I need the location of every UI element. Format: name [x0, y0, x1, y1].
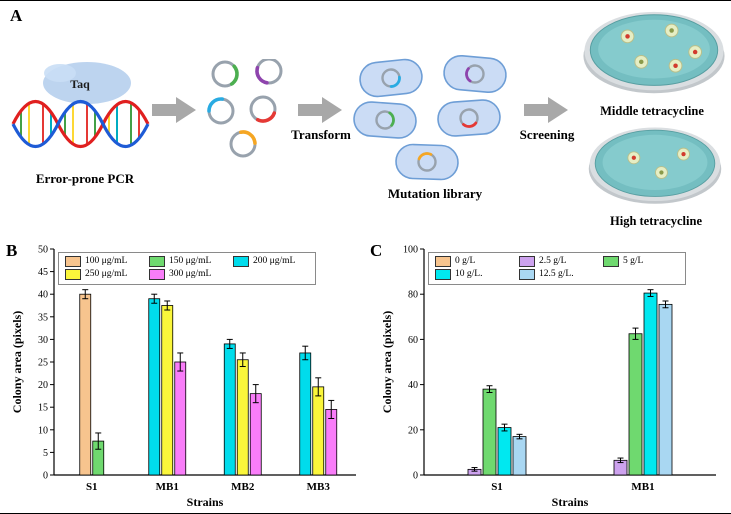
legend-swatch-icon: [435, 256, 451, 268]
panel-c-label: C: [370, 241, 383, 260]
legend-label: 5 g/L: [623, 256, 644, 266]
chart-legend: 0 g/L 2.5 g/L 5 g/L 10 g/L. 12.5 g/L.: [428, 252, 686, 285]
mutation-library-illustration: [353, 54, 507, 181]
arrow-right-icon: [152, 97, 196, 123]
panel-b-label: B: [6, 241, 18, 260]
plasmid-icon: [211, 60, 239, 88]
svg-text:100: 100: [403, 245, 418, 256]
legend-item: 2.5 g/L: [519, 256, 595, 268]
error-prone-pcr-label: Error-prone PCR: [35, 171, 135, 186]
arrow-right-icon: [298, 97, 342, 123]
svg-text:40: 40: [38, 290, 48, 301]
plasmid-icon: [229, 130, 257, 158]
svg-text:S1: S1: [86, 481, 98, 493]
cell-with-plasmid: [353, 101, 417, 139]
svg-text:30: 30: [38, 335, 48, 346]
svg-text:MB2: MB2: [231, 481, 255, 493]
legend-label: 250 μg/mL: [85, 268, 128, 279]
svg-text:5: 5: [43, 448, 48, 459]
petri-dish-middle-illustration: [583, 11, 725, 94]
plasmid-icon: [255, 59, 283, 85]
legend-swatch-icon: [233, 256, 249, 268]
transform-label: Transform: [291, 127, 351, 142]
middle-tetracycline-label: Middle tetracycline: [600, 104, 704, 118]
svg-text:50: 50: [38, 245, 48, 256]
taq-polymerase-blob-lobe: [44, 64, 76, 82]
legend-label: 0 g/L: [455, 256, 476, 266]
plasmid-icon: [249, 95, 277, 123]
panel-b-chart: 0 5 10 15 20 25 30 35 40 45 50 S1 MB1 MB2 MB3 Strains Co…: [10, 245, 364, 509]
svg-text:40: 40: [408, 380, 418, 391]
cell-with-plasmid: [359, 58, 423, 98]
legend-item: 100 μg/mL: [65, 256, 141, 268]
colonies: [620, 23, 703, 73]
legend-swatch-icon: [65, 256, 81, 268]
petri-dish-high-illustration: [588, 127, 722, 204]
chart-legend: 100 μg/mL 150 μg/mL 200 μg/mL 250 μg/mL 300 …: [58, 252, 316, 285]
high-tetracycline-label: High tetracycline: [610, 214, 702, 228]
legend-label: 10 g/L.: [455, 268, 483, 279]
svg-text:MB1: MB1: [156, 481, 179, 493]
svg-text:10: 10: [38, 425, 48, 436]
svg-text:25: 25: [38, 358, 48, 369]
svg-text:MB3: MB3: [307, 481, 331, 493]
legend-label: 100 μg/mL: [85, 256, 128, 266]
svg-text:Colony area (pixels): Colony area (pixels): [10, 311, 24, 413]
legend-item: 10 g/L.: [435, 269, 511, 281]
svg-text:0: 0: [413, 471, 418, 482]
svg-text:MB1: MB1: [631, 481, 654, 493]
legend-label: 150 μg/mL: [169, 256, 212, 266]
legend-item: 12.5 g/L.: [519, 269, 595, 281]
legend-label: 200 μg/mL: [253, 256, 296, 266]
legend-item: 200 μg/mL: [233, 256, 309, 268]
cell-with-plasmid: [395, 143, 459, 181]
legend-item: 250 μg/mL: [65, 269, 141, 281]
legend-item: 300 μg/mL: [149, 269, 225, 281]
legend-item: 0 g/L: [435, 256, 511, 268]
panel-c-chart: 0 20 40 60 80 100 S1 MB1 Strains Colony area (pix…: [380, 245, 724, 509]
legend-label: 12.5 g/L.: [539, 268, 574, 279]
arrow-right-icon: [524, 97, 568, 123]
plasmid-icon: [207, 97, 235, 125]
legend-swatch-icon: [519, 256, 535, 268]
svg-text:Strains: Strains: [552, 495, 589, 509]
svg-text:35: 35: [38, 312, 48, 323]
colonies: [627, 147, 690, 179]
svg-text:20: 20: [408, 425, 418, 436]
cell-with-plasmid: [443, 54, 507, 94]
legend-item: 150 μg/mL: [149, 256, 225, 268]
legend-label: 2.5 g/L: [539, 256, 567, 266]
legend-swatch-icon: [149, 269, 165, 281]
plasmid-cluster-illustration: [207, 59, 283, 158]
legend-swatch-icon: [65, 269, 81, 281]
taq-label: Taq: [70, 77, 90, 91]
svg-text:S1: S1: [491, 481, 503, 493]
legend-swatch-icon: [149, 256, 165, 268]
legend-swatch-icon: [435, 269, 451, 281]
legend-label: 300 μg/mL: [169, 268, 212, 279]
svg-text:Strains: Strains: [187, 495, 224, 509]
cell-with-plasmid: [437, 99, 501, 137]
legend-item: 5 g/L: [603, 256, 679, 268]
legend-swatch-icon: [519, 269, 535, 281]
dna-helix-illustration: Taq: [11, 62, 150, 149]
svg-text:15: 15: [38, 403, 48, 414]
legend-swatch-icon: [603, 256, 619, 268]
mutation-library-label: Mutation library: [387, 186, 483, 201]
svg-text:20: 20: [38, 380, 48, 391]
svg-text:0: 0: [43, 471, 48, 482]
screening-label: Screening: [519, 127, 575, 142]
dna-strands: [11, 99, 150, 149]
panel-a-label: A: [10, 6, 23, 25]
svg-text:45: 45: [38, 267, 48, 278]
svg-text:60: 60: [408, 335, 418, 346]
svg-text:80: 80: [408, 290, 418, 301]
svg-text:Colony area (pixels): Colony area (pixels): [380, 311, 394, 413]
